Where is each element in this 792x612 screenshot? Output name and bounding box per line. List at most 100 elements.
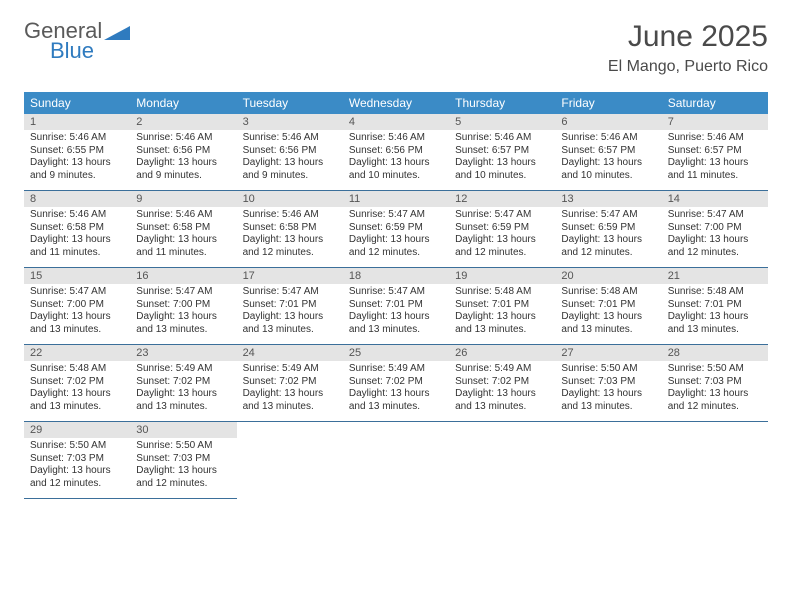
day-details: Sunrise: 5:46 AMSunset: 6:58 PMDaylight:… [130, 207, 236, 267]
day-number: 9 [130, 191, 236, 207]
day-number: 26 [449, 345, 555, 361]
weekday-header: Sunday [24, 92, 130, 114]
calendar-cell: 26Sunrise: 5:49 AMSunset: 7:02 PMDayligh… [449, 345, 555, 422]
day-details: Sunrise: 5:46 AMSunset: 6:56 PMDaylight:… [130, 130, 236, 190]
calendar-cell [662, 422, 768, 499]
day-number: 7 [662, 114, 768, 130]
calendar-cell: 2Sunrise: 5:46 AMSunset: 6:56 PMDaylight… [130, 114, 236, 191]
calendar-row: 29Sunrise: 5:50 AMSunset: 7:03 PMDayligh… [24, 422, 768, 499]
day-details: Sunrise: 5:48 AMSunset: 7:02 PMDaylight:… [24, 361, 130, 421]
calendar-cell: 22Sunrise: 5:48 AMSunset: 7:02 PMDayligh… [24, 345, 130, 422]
calendar-cell: 8Sunrise: 5:46 AMSunset: 6:58 PMDaylight… [24, 191, 130, 268]
day-number: 13 [555, 191, 661, 207]
calendar-cell: 25Sunrise: 5:49 AMSunset: 7:02 PMDayligh… [343, 345, 449, 422]
day-details: Sunrise: 5:49 AMSunset: 7:02 PMDaylight:… [343, 361, 449, 421]
day-details: Sunrise: 5:49 AMSunset: 7:02 PMDaylight:… [237, 361, 343, 421]
day-details: Sunrise: 5:47 AMSunset: 7:00 PMDaylight:… [662, 207, 768, 267]
calendar-row: 22Sunrise: 5:48 AMSunset: 7:02 PMDayligh… [24, 345, 768, 422]
day-number: 11 [343, 191, 449, 207]
calendar-cell [555, 422, 661, 499]
calendar-cell: 6Sunrise: 5:46 AMSunset: 6:57 PMDaylight… [555, 114, 661, 191]
day-number: 24 [237, 345, 343, 361]
day-number: 23 [130, 345, 236, 361]
day-details: Sunrise: 5:47 AMSunset: 7:01 PMDaylight:… [237, 284, 343, 344]
calendar-cell: 28Sunrise: 5:50 AMSunset: 7:03 PMDayligh… [662, 345, 768, 422]
calendar-cell: 15Sunrise: 5:47 AMSunset: 7:00 PMDayligh… [24, 268, 130, 345]
weekday-header: Wednesday [343, 92, 449, 114]
calendar-cell: 24Sunrise: 5:49 AMSunset: 7:02 PMDayligh… [237, 345, 343, 422]
day-number: 27 [555, 345, 661, 361]
calendar-row: 8Sunrise: 5:46 AMSunset: 6:58 PMDaylight… [24, 191, 768, 268]
calendar-cell: 29Sunrise: 5:50 AMSunset: 7:03 PMDayligh… [24, 422, 130, 499]
day-details: Sunrise: 5:47 AMSunset: 7:01 PMDaylight:… [343, 284, 449, 344]
calendar-cell: 5Sunrise: 5:46 AMSunset: 6:57 PMDaylight… [449, 114, 555, 191]
day-number: 21 [662, 268, 768, 284]
calendar-table: SundayMondayTuesdayWednesdayThursdayFrid… [24, 92, 768, 499]
day-details: Sunrise: 5:50 AMSunset: 7:03 PMDaylight:… [555, 361, 661, 421]
day-number: 22 [24, 345, 130, 361]
weekday-header: Saturday [662, 92, 768, 114]
day-number: 17 [237, 268, 343, 284]
calendar-cell: 1Sunrise: 5:46 AMSunset: 6:55 PMDaylight… [24, 114, 130, 191]
day-details: Sunrise: 5:49 AMSunset: 7:02 PMDaylight:… [449, 361, 555, 421]
day-number: 6 [555, 114, 661, 130]
day-number: 16 [130, 268, 236, 284]
day-number: 12 [449, 191, 555, 207]
weekday-header: Friday [555, 92, 661, 114]
calendar-cell: 16Sunrise: 5:47 AMSunset: 7:00 PMDayligh… [130, 268, 236, 345]
day-number: 5 [449, 114, 555, 130]
day-details: Sunrise: 5:47 AMSunset: 7:00 PMDaylight:… [24, 284, 130, 344]
day-details: Sunrise: 5:47 AMSunset: 6:59 PMDaylight:… [449, 207, 555, 267]
day-number: 19 [449, 268, 555, 284]
day-number: 28 [662, 345, 768, 361]
day-details: Sunrise: 5:46 AMSunset: 6:56 PMDaylight:… [237, 130, 343, 190]
day-details: Sunrise: 5:50 AMSunset: 7:03 PMDaylight:… [662, 361, 768, 421]
day-number: 14 [662, 191, 768, 207]
logo-text-2: Blue [24, 40, 130, 62]
day-details: Sunrise: 5:46 AMSunset: 6:56 PMDaylight:… [343, 130, 449, 190]
day-details: Sunrise: 5:48 AMSunset: 7:01 PMDaylight:… [662, 284, 768, 344]
calendar-cell [237, 422, 343, 499]
day-number: 4 [343, 114, 449, 130]
calendar-cell: 11Sunrise: 5:47 AMSunset: 6:59 PMDayligh… [343, 191, 449, 268]
day-details: Sunrise: 5:47 AMSunset: 7:00 PMDaylight:… [130, 284, 236, 344]
calendar-cell: 23Sunrise: 5:49 AMSunset: 7:02 PMDayligh… [130, 345, 236, 422]
day-details: Sunrise: 5:48 AMSunset: 7:01 PMDaylight:… [449, 284, 555, 344]
calendar-cell: 14Sunrise: 5:47 AMSunset: 7:00 PMDayligh… [662, 191, 768, 268]
calendar-cell: 4Sunrise: 5:46 AMSunset: 6:56 PMDaylight… [343, 114, 449, 191]
calendar-cell: 19Sunrise: 5:48 AMSunset: 7:01 PMDayligh… [449, 268, 555, 345]
logo-triangle-icon [104, 22, 130, 40]
logo: General Blue [24, 20, 130, 62]
calendar-cell: 30Sunrise: 5:50 AMSunset: 7:03 PMDayligh… [130, 422, 236, 499]
calendar-cell: 3Sunrise: 5:46 AMSunset: 6:56 PMDaylight… [237, 114, 343, 191]
calendar-cell: 9Sunrise: 5:46 AMSunset: 6:58 PMDaylight… [130, 191, 236, 268]
day-number: 10 [237, 191, 343, 207]
day-number: 15 [24, 268, 130, 284]
weekday-header-row: SundayMondayTuesdayWednesdayThursdayFrid… [24, 92, 768, 114]
weekday-header: Monday [130, 92, 236, 114]
calendar-row: 1Sunrise: 5:46 AMSunset: 6:55 PMDaylight… [24, 114, 768, 191]
calendar-cell: 27Sunrise: 5:50 AMSunset: 7:03 PMDayligh… [555, 345, 661, 422]
calendar-cell: 12Sunrise: 5:47 AMSunset: 6:59 PMDayligh… [449, 191, 555, 268]
day-number: 8 [24, 191, 130, 207]
day-number: 29 [24, 422, 130, 438]
day-details: Sunrise: 5:46 AMSunset: 6:55 PMDaylight:… [24, 130, 130, 190]
calendar-row: 15Sunrise: 5:47 AMSunset: 7:00 PMDayligh… [24, 268, 768, 345]
calendar-cell: 20Sunrise: 5:48 AMSunset: 7:01 PMDayligh… [555, 268, 661, 345]
day-number: 30 [130, 422, 236, 438]
day-details: Sunrise: 5:48 AMSunset: 7:01 PMDaylight:… [555, 284, 661, 344]
day-details: Sunrise: 5:46 AMSunset: 6:58 PMDaylight:… [237, 207, 343, 267]
day-details: Sunrise: 5:46 AMSunset: 6:57 PMDaylight:… [449, 130, 555, 190]
day-number: 18 [343, 268, 449, 284]
calendar-cell: 13Sunrise: 5:47 AMSunset: 6:59 PMDayligh… [555, 191, 661, 268]
calendar-cell: 18Sunrise: 5:47 AMSunset: 7:01 PMDayligh… [343, 268, 449, 345]
day-number: 20 [555, 268, 661, 284]
calendar-cell: 17Sunrise: 5:47 AMSunset: 7:01 PMDayligh… [237, 268, 343, 345]
month-title: June 2025 [608, 20, 768, 54]
calendar-cell: 21Sunrise: 5:48 AMSunset: 7:01 PMDayligh… [662, 268, 768, 345]
day-details: Sunrise: 5:46 AMSunset: 6:58 PMDaylight:… [24, 207, 130, 267]
location: El Mango, Puerto Rico [608, 58, 768, 76]
day-number: 25 [343, 345, 449, 361]
day-details: Sunrise: 5:47 AMSunset: 6:59 PMDaylight:… [343, 207, 449, 267]
day-details: Sunrise: 5:49 AMSunset: 7:02 PMDaylight:… [130, 361, 236, 421]
